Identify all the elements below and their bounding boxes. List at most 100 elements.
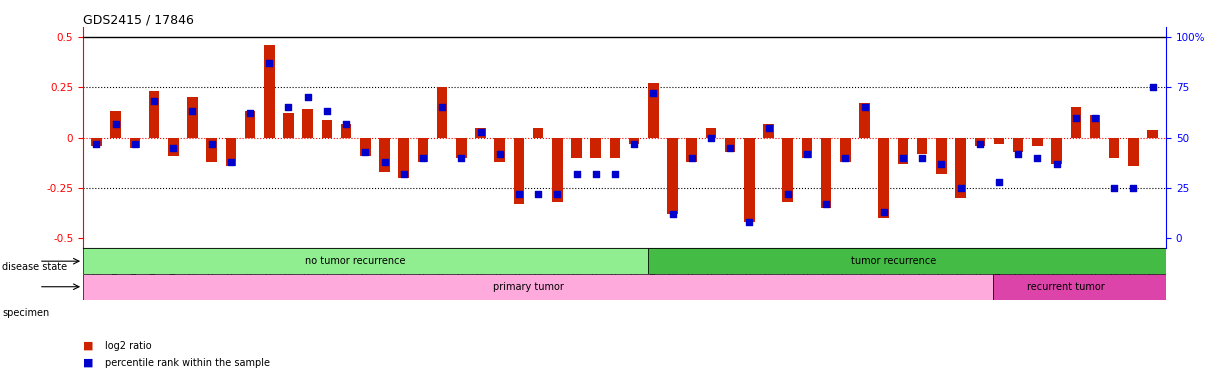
Bar <box>647 248 1166 274</box>
Text: primary tumor: primary tumor <box>493 282 564 292</box>
Bar <box>744 137 755 222</box>
Point <box>969 141 989 147</box>
Bar <box>1032 137 1043 146</box>
Point <box>567 171 586 177</box>
Bar <box>1148 129 1158 137</box>
Bar <box>418 137 429 162</box>
Text: ■: ■ <box>83 341 94 351</box>
Bar <box>495 137 505 162</box>
Point <box>683 155 702 161</box>
Bar <box>303 109 313 137</box>
Point <box>1143 84 1162 90</box>
Bar <box>264 45 275 137</box>
Bar <box>763 124 774 137</box>
Bar <box>725 137 735 152</box>
Point <box>278 104 298 111</box>
Bar <box>955 137 966 198</box>
Bar <box>591 137 601 158</box>
Text: specimen: specimen <box>2 308 50 318</box>
Text: ■: ■ <box>83 358 94 368</box>
Point <box>778 191 797 197</box>
Point <box>720 145 740 151</box>
Bar <box>1013 137 1023 152</box>
Text: no tumor recurrence: no tumor recurrence <box>305 256 405 266</box>
Bar <box>706 127 717 137</box>
Point <box>355 149 375 155</box>
Point <box>413 155 432 161</box>
Point <box>989 179 1009 185</box>
Point <box>1123 185 1143 191</box>
Point <box>471 129 491 135</box>
Point <box>87 141 106 147</box>
Bar <box>802 137 812 158</box>
Point <box>336 121 355 127</box>
Point <box>183 108 203 114</box>
Bar <box>437 87 447 137</box>
Bar <box>1089 116 1100 137</box>
Point <box>221 159 241 165</box>
Point <box>1105 185 1125 191</box>
Point <box>606 171 625 177</box>
Point <box>490 151 509 157</box>
Point <box>894 155 913 161</box>
Point <box>452 155 471 161</box>
Bar <box>321 119 332 137</box>
Bar <box>206 137 217 162</box>
Point <box>317 108 337 114</box>
Bar <box>686 137 697 162</box>
Point <box>1009 151 1028 157</box>
Bar <box>110 111 121 137</box>
Bar <box>380 137 389 172</box>
Point <box>164 145 183 151</box>
Point <box>586 171 606 177</box>
Bar <box>187 98 198 137</box>
Bar <box>878 137 889 218</box>
Bar <box>92 137 101 146</box>
Bar <box>1109 137 1120 158</box>
Bar <box>455 137 466 158</box>
Point <box>797 151 817 157</box>
Point <box>298 94 317 101</box>
Bar <box>994 137 1005 144</box>
Point <box>509 191 529 197</box>
Text: log2 ratio: log2 ratio <box>105 341 151 351</box>
Point <box>740 219 759 225</box>
Bar <box>1071 108 1081 137</box>
Point <box>241 111 260 117</box>
Bar <box>360 137 371 156</box>
Bar <box>648 83 658 137</box>
Point <box>912 155 932 161</box>
Bar <box>83 248 647 274</box>
Bar <box>860 103 869 137</box>
Bar <box>83 274 993 300</box>
Point <box>951 185 971 191</box>
Bar <box>341 124 352 137</box>
Point <box>701 134 720 141</box>
Point <box>547 191 567 197</box>
Point <box>624 141 643 147</box>
Text: disease state: disease state <box>2 262 67 272</box>
Point <box>1066 114 1085 121</box>
Point <box>932 161 951 167</box>
Bar <box>226 137 236 166</box>
Point <box>432 104 452 111</box>
Bar <box>629 137 640 144</box>
Point <box>260 60 280 66</box>
Point <box>1085 114 1105 121</box>
Bar <box>475 127 486 137</box>
Point <box>1028 155 1048 161</box>
Bar <box>897 137 908 164</box>
Point <box>663 211 683 217</box>
Bar <box>168 137 178 156</box>
Bar <box>937 137 946 174</box>
Bar <box>514 137 524 204</box>
Point <box>125 141 144 147</box>
Point <box>817 201 836 207</box>
Point <box>855 104 874 111</box>
Bar <box>609 137 620 158</box>
Bar <box>552 137 563 202</box>
Text: recurrent tumor: recurrent tumor <box>1027 282 1105 292</box>
Bar <box>1051 137 1062 164</box>
Bar <box>840 137 851 162</box>
Point <box>201 141 221 147</box>
